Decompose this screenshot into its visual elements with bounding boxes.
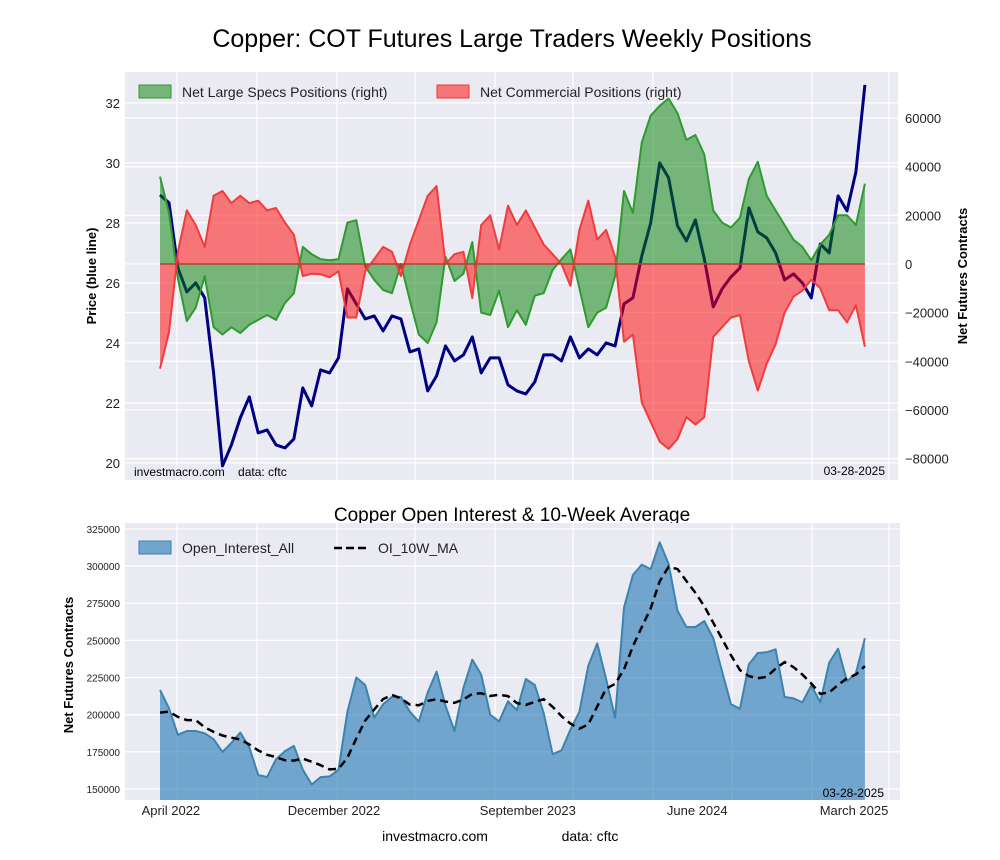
- y-tick-label: 175000: [87, 748, 121, 759]
- footer-source: data: cftc: [562, 828, 619, 844]
- left-tick-label: 28: [106, 216, 120, 231]
- y-tick-label: 275000: [87, 599, 121, 610]
- right-tick-label: 20000: [905, 208, 941, 223]
- bottom-y-axis-label: Net Futures Contracts: [61, 597, 76, 734]
- left-tick-label: 22: [106, 396, 120, 411]
- y-tick-label: 200000: [87, 711, 121, 722]
- right-tick-label: −60000: [905, 403, 949, 418]
- top-right-axis-label: Net Futures Contracts: [955, 208, 970, 345]
- top-left-axis-label: Price (blue line): [84, 228, 99, 325]
- open-interest-area: [160, 542, 865, 800]
- specs-area: [160, 98, 865, 343]
- top-chart-title: Copper: COT Futures Large Traders Weekly…: [212, 25, 811, 53]
- left-tick-label: 24: [106, 336, 120, 351]
- legend-swatch-commercial: [436, 84, 470, 99]
- top-chart-marks: [159, 84, 867, 468]
- bottom-axis-xticks: April 2022 December 2022 September 2023 Jun…: [142, 803, 889, 818]
- right-tick-label: −80000: [905, 452, 949, 467]
- legend-label-open-interest: Open_Interest_All: [182, 540, 294, 556]
- legend-swatch-open-interest: [138, 540, 172, 555]
- x-tick-label: June 2024: [667, 803, 728, 818]
- ma-line: [159, 565, 866, 771]
- legend-label-ma: OI_10W_MA: [378, 540, 459, 556]
- right-tick-label: −40000: [905, 354, 949, 369]
- y-tick-label: 250000: [87, 636, 121, 647]
- commercial-line: [159, 185, 866, 450]
- bottom-chart-marks: [159, 541, 866, 800]
- right-tick-label: −20000: [905, 306, 949, 321]
- bottom-date-stamp: 03-28-2025: [823, 786, 885, 800]
- top-watermark: investmacro.com data: cftc: [134, 465, 287, 479]
- top-legend: Net Large Specs Positions (right) Net Co…: [138, 84, 682, 100]
- x-tick-label: April 2022: [142, 803, 201, 818]
- left-tick-label: 20: [106, 456, 120, 471]
- x-tick-label: September 2023: [480, 803, 576, 818]
- left-tick-label: 30: [106, 156, 120, 171]
- open-interest-line: [159, 541, 866, 786]
- top-right-axis-ticks: −80000 −60000 −40000 −20000 0 20000 40000 60000: [905, 111, 949, 467]
- bottom-axis-yticks: 150000 175000 200000 225000 250000 275000 3000…: [87, 525, 121, 796]
- right-tick-label: 0: [905, 257, 912, 272]
- y-tick-label: 300000: [87, 562, 121, 573]
- bottom-legend: Open_Interest_All OI_10W_MA: [138, 540, 459, 556]
- legend-label-commercial: Net Commercial Positions (right): [480, 84, 682, 100]
- left-tick-label: 32: [106, 96, 120, 111]
- right-tick-label: 40000: [905, 160, 941, 175]
- y-tick-label: 325000: [87, 525, 121, 536]
- legend-label-specs: Net Large Specs Positions (right): [182, 84, 387, 100]
- legend-swatch-specs: [138, 84, 172, 99]
- x-tick-label: December 2022: [288, 803, 381, 818]
- top-left-axis-ticks: 20 22 24 26 28 30 32: [106, 96, 120, 471]
- bottom-chart-title: Copper Open Interest & 10-Week Average: [334, 505, 690, 526]
- right-tick-label: 60000: [905, 111, 941, 126]
- footer-site: investmacro.com: [382, 828, 488, 844]
- x-tick-label: March 2025: [820, 803, 889, 818]
- y-tick-label: 150000: [87, 785, 121, 796]
- left-tick-label: 26: [106, 276, 120, 291]
- commercial-area: [160, 186, 865, 449]
- specs-line: [159, 97, 866, 344]
- top-date-stamp: 03-28-2025: [824, 464, 886, 478]
- y-tick-label: 225000: [87, 674, 121, 685]
